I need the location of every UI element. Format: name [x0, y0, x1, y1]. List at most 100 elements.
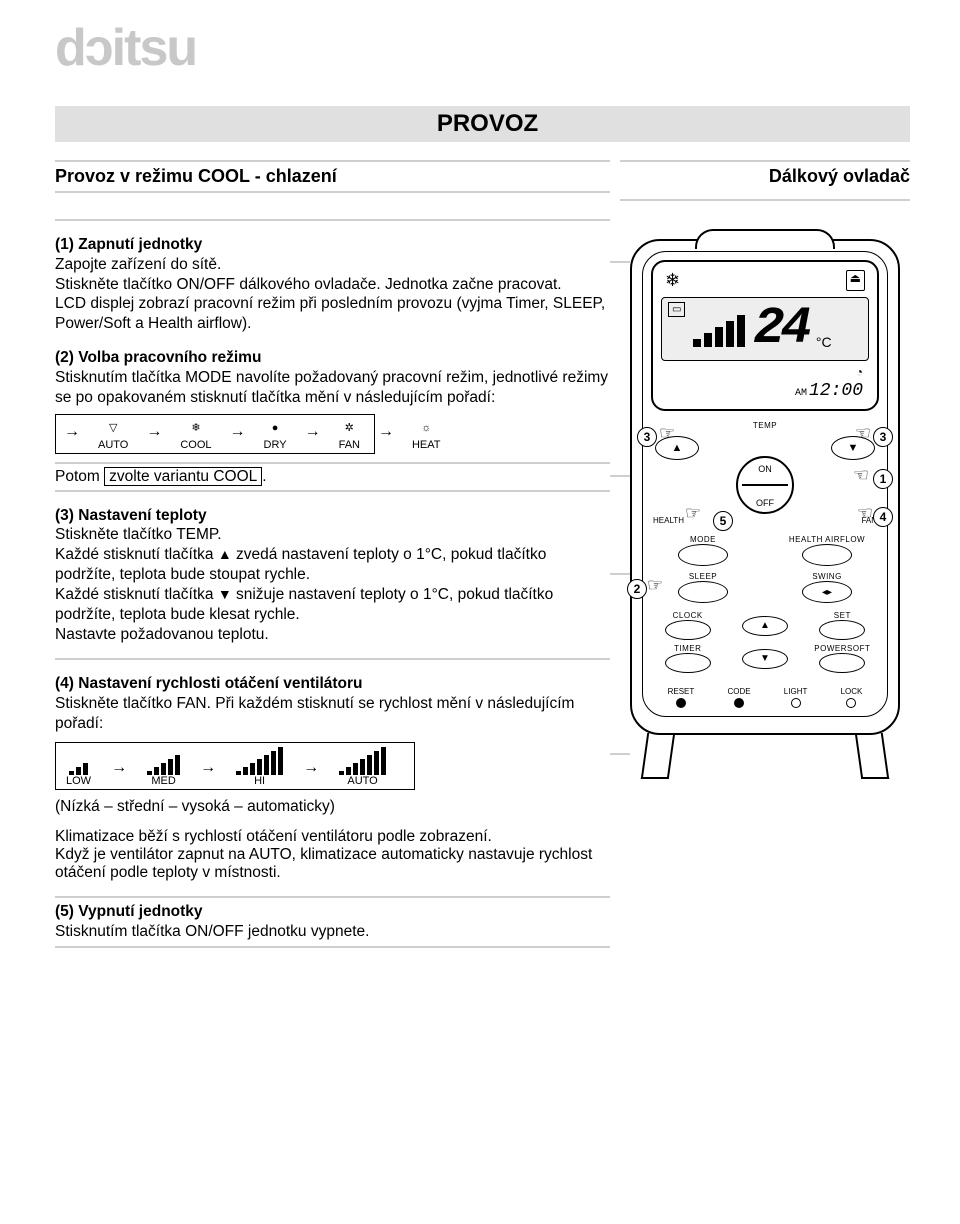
- callout-5: 5: [713, 511, 733, 531]
- down-triangle-icon: ▼: [760, 653, 770, 664]
- mode-cycle-box: → ▽AUTO → ❄COOL → ●DRY → ✲FAN → ☼HEAT: [55, 414, 375, 454]
- section-1-line: Zapojte zařízení do sítě.: [55, 255, 610, 275]
- pointing-hand-icon: ☞: [685, 503, 701, 524]
- arrow-icon: →: [303, 759, 319, 777]
- rule: [620, 160, 910, 162]
- main-controls: TEMP ▲ ▼ ON OFF: [651, 421, 879, 525]
- health-label: HEALTH: [653, 516, 684, 525]
- fan-level-hi: HI: [236, 747, 283, 787]
- mode-button[interactable]: MODE: [651, 535, 755, 566]
- health-airflow-button[interactable]: HEALTH AIRFLOW: [775, 535, 879, 566]
- remote-stand: [620, 733, 910, 779]
- temp-unit: °C: [816, 334, 832, 350]
- post-modes-line: Potom zvolte variantu COOL.: [55, 468, 610, 486]
- mode-fan: ✲FAN: [339, 417, 360, 451]
- ir-emitter: [695, 229, 835, 249]
- signal-bars: [693, 311, 745, 347]
- clock-display: AM12:00: [659, 379, 871, 403]
- code-button[interactable]: CODE: [727, 687, 750, 708]
- bars-icon: [66, 747, 91, 775]
- bars-icon: [147, 747, 180, 775]
- fan-note: (Nízká – střední – vysoká – automaticky): [55, 798, 610, 816]
- section-1-line: Stiskněte tlačítko ON/OFF dálkového ovla…: [55, 275, 610, 295]
- rule: [55, 160, 610, 162]
- section-3: (3) Nastavení teploty Stiskněte tlačítko…: [55, 506, 610, 645]
- fan-level-med: MED: [147, 747, 180, 787]
- dpad-down-button[interactable]: ▼: [728, 649, 801, 669]
- section-1: (1) Zapnutí jednotky Zapojte zařízení do…: [55, 235, 610, 334]
- callout-4: 4: [873, 507, 893, 527]
- arrow-icon: →: [378, 423, 394, 441]
- fan-level-auto: AUTO: [339, 747, 386, 787]
- down-triangle-icon: ▼: [218, 586, 232, 602]
- lcd: ❄ ⏏ ▭ 24 °C ◔ AM12:00: [651, 260, 879, 411]
- timer-button[interactable]: TIMER: [651, 644, 724, 673]
- rule: [55, 490, 610, 492]
- clock-icon: ◔: [659, 365, 871, 379]
- section-2: (2) Volba pracovního režimu Stisknutím t…: [55, 348, 610, 407]
- set-button[interactable]: SET: [806, 611, 879, 640]
- sleep-button[interactable]: SLEEP: [651, 572, 755, 603]
- arrow-icon: →: [305, 423, 321, 441]
- on-label: ON: [758, 464, 772, 474]
- section-3-line: Každé stisknutí tlačítka ▲ zvedá nastave…: [55, 545, 610, 585]
- up-triangle-icon: ▲: [760, 620, 770, 631]
- powersoft-button[interactable]: POWERSOFT: [806, 644, 879, 673]
- arrow-icon: →: [111, 759, 127, 777]
- section-2-line: Stisknutím tlačítka MODE navolíte požado…: [55, 368, 610, 408]
- page-title-bar: PROVOZ: [55, 106, 910, 142]
- arrow-icon: →: [200, 759, 216, 777]
- unit-icon: ▭: [668, 302, 685, 317]
- section-5: (5) Vypnutí jednotky Stisknutím tlačítka…: [55, 902, 610, 942]
- remote-body: ❄ ⏏ ▭ 24 °C ◔ AM12:00: [630, 239, 900, 735]
- auto-icon: ▽: [98, 417, 128, 439]
- reset-button[interactable]: RESET: [668, 687, 695, 708]
- section-3-line: Každé stisknutí tlačítka ▼ snižuje nasta…: [55, 585, 610, 625]
- heat-icon: ☼: [412, 417, 441, 439]
- section-5-title: (5) Vypnutí jednotky: [55, 903, 203, 920]
- boxed-text: zvolte variantu COOL: [104, 467, 262, 486]
- arrow-icon: →: [64, 423, 80, 441]
- cool-icon: ❄: [180, 417, 211, 439]
- onoff-button[interactable]: ON OFF: [736, 456, 794, 514]
- page: dɔitsu PROVOZ Provoz v režimu COOL - chl…: [0, 0, 960, 982]
- section-4-title: (4) Nastavení rychlosti otáčení ventilát…: [55, 675, 363, 692]
- light-button[interactable]: LIGHT: [784, 687, 808, 708]
- callout-3a: 3: [637, 427, 657, 447]
- swing-button[interactable]: SWING◂▸: [775, 572, 879, 603]
- rule: [55, 658, 610, 660]
- left-column: Provoz v režimu COOL - chlazení (1) Zapn…: [55, 156, 610, 952]
- rule: [55, 896, 610, 898]
- fan-text: Když je ventilátor zapnut na AUTO, klima…: [55, 846, 610, 882]
- pointing-hand-icon: ☜: [853, 465, 869, 486]
- dpad-up-button[interactable]: ▲: [728, 616, 801, 636]
- up-triangle-icon: ▲: [218, 546, 232, 562]
- remote-heading: Dálkový ovladač: [620, 166, 910, 187]
- section-4-line: Stiskněte tlačítko FAN. Při každém stisk…: [55, 694, 610, 734]
- brand-logo: dɔitsu: [55, 18, 910, 78]
- pointing-hand-icon: ☞: [647, 575, 663, 596]
- fan-text: Klimatizace běží s rychlostí otáčení ven…: [55, 828, 610, 846]
- remote-inner: ❄ ⏏ ▭ 24 °C ◔ AM12:00: [642, 251, 888, 717]
- leg-right: [855, 733, 889, 779]
- rule: [55, 191, 610, 193]
- section-3-line: Nastavte požadovanou teplotu.: [55, 625, 610, 645]
- swing-icon: ◂▸: [822, 587, 832, 598]
- bars-icon: [339, 747, 386, 775]
- pointing-hand-icon: ☞: [659, 423, 675, 444]
- temp-label: TEMP: [651, 421, 879, 430]
- bars-icon: [236, 747, 283, 775]
- section-2-title: (2) Volba pracovního režimu: [55, 349, 261, 366]
- section-3-line: Stiskněte tlačítko TEMP.: [55, 525, 610, 545]
- pointing-hand-icon: ☜: [855, 423, 871, 444]
- arrow-icon: →: [146, 423, 162, 441]
- bottom-buttons: RESET CODE LIGHT LOCK: [651, 687, 879, 708]
- clock-button[interactable]: CLOCK: [651, 611, 724, 640]
- section-3-title: (3) Nastavení teploty: [55, 507, 207, 524]
- section-5-line: Stisknutím tlačítka ON/OFF jednotku vypn…: [55, 922, 610, 942]
- connector: [610, 475, 630, 477]
- main-columns: Provoz v režimu COOL - chlazení (1) Zapn…: [55, 156, 910, 952]
- eject-icon: ⏏: [846, 270, 865, 291]
- lock-button[interactable]: LOCK: [841, 687, 863, 708]
- button-grid-upper: MODE HEALTH AIRFLOW SLEEP SWING◂▸ 2 ☞: [651, 535, 879, 603]
